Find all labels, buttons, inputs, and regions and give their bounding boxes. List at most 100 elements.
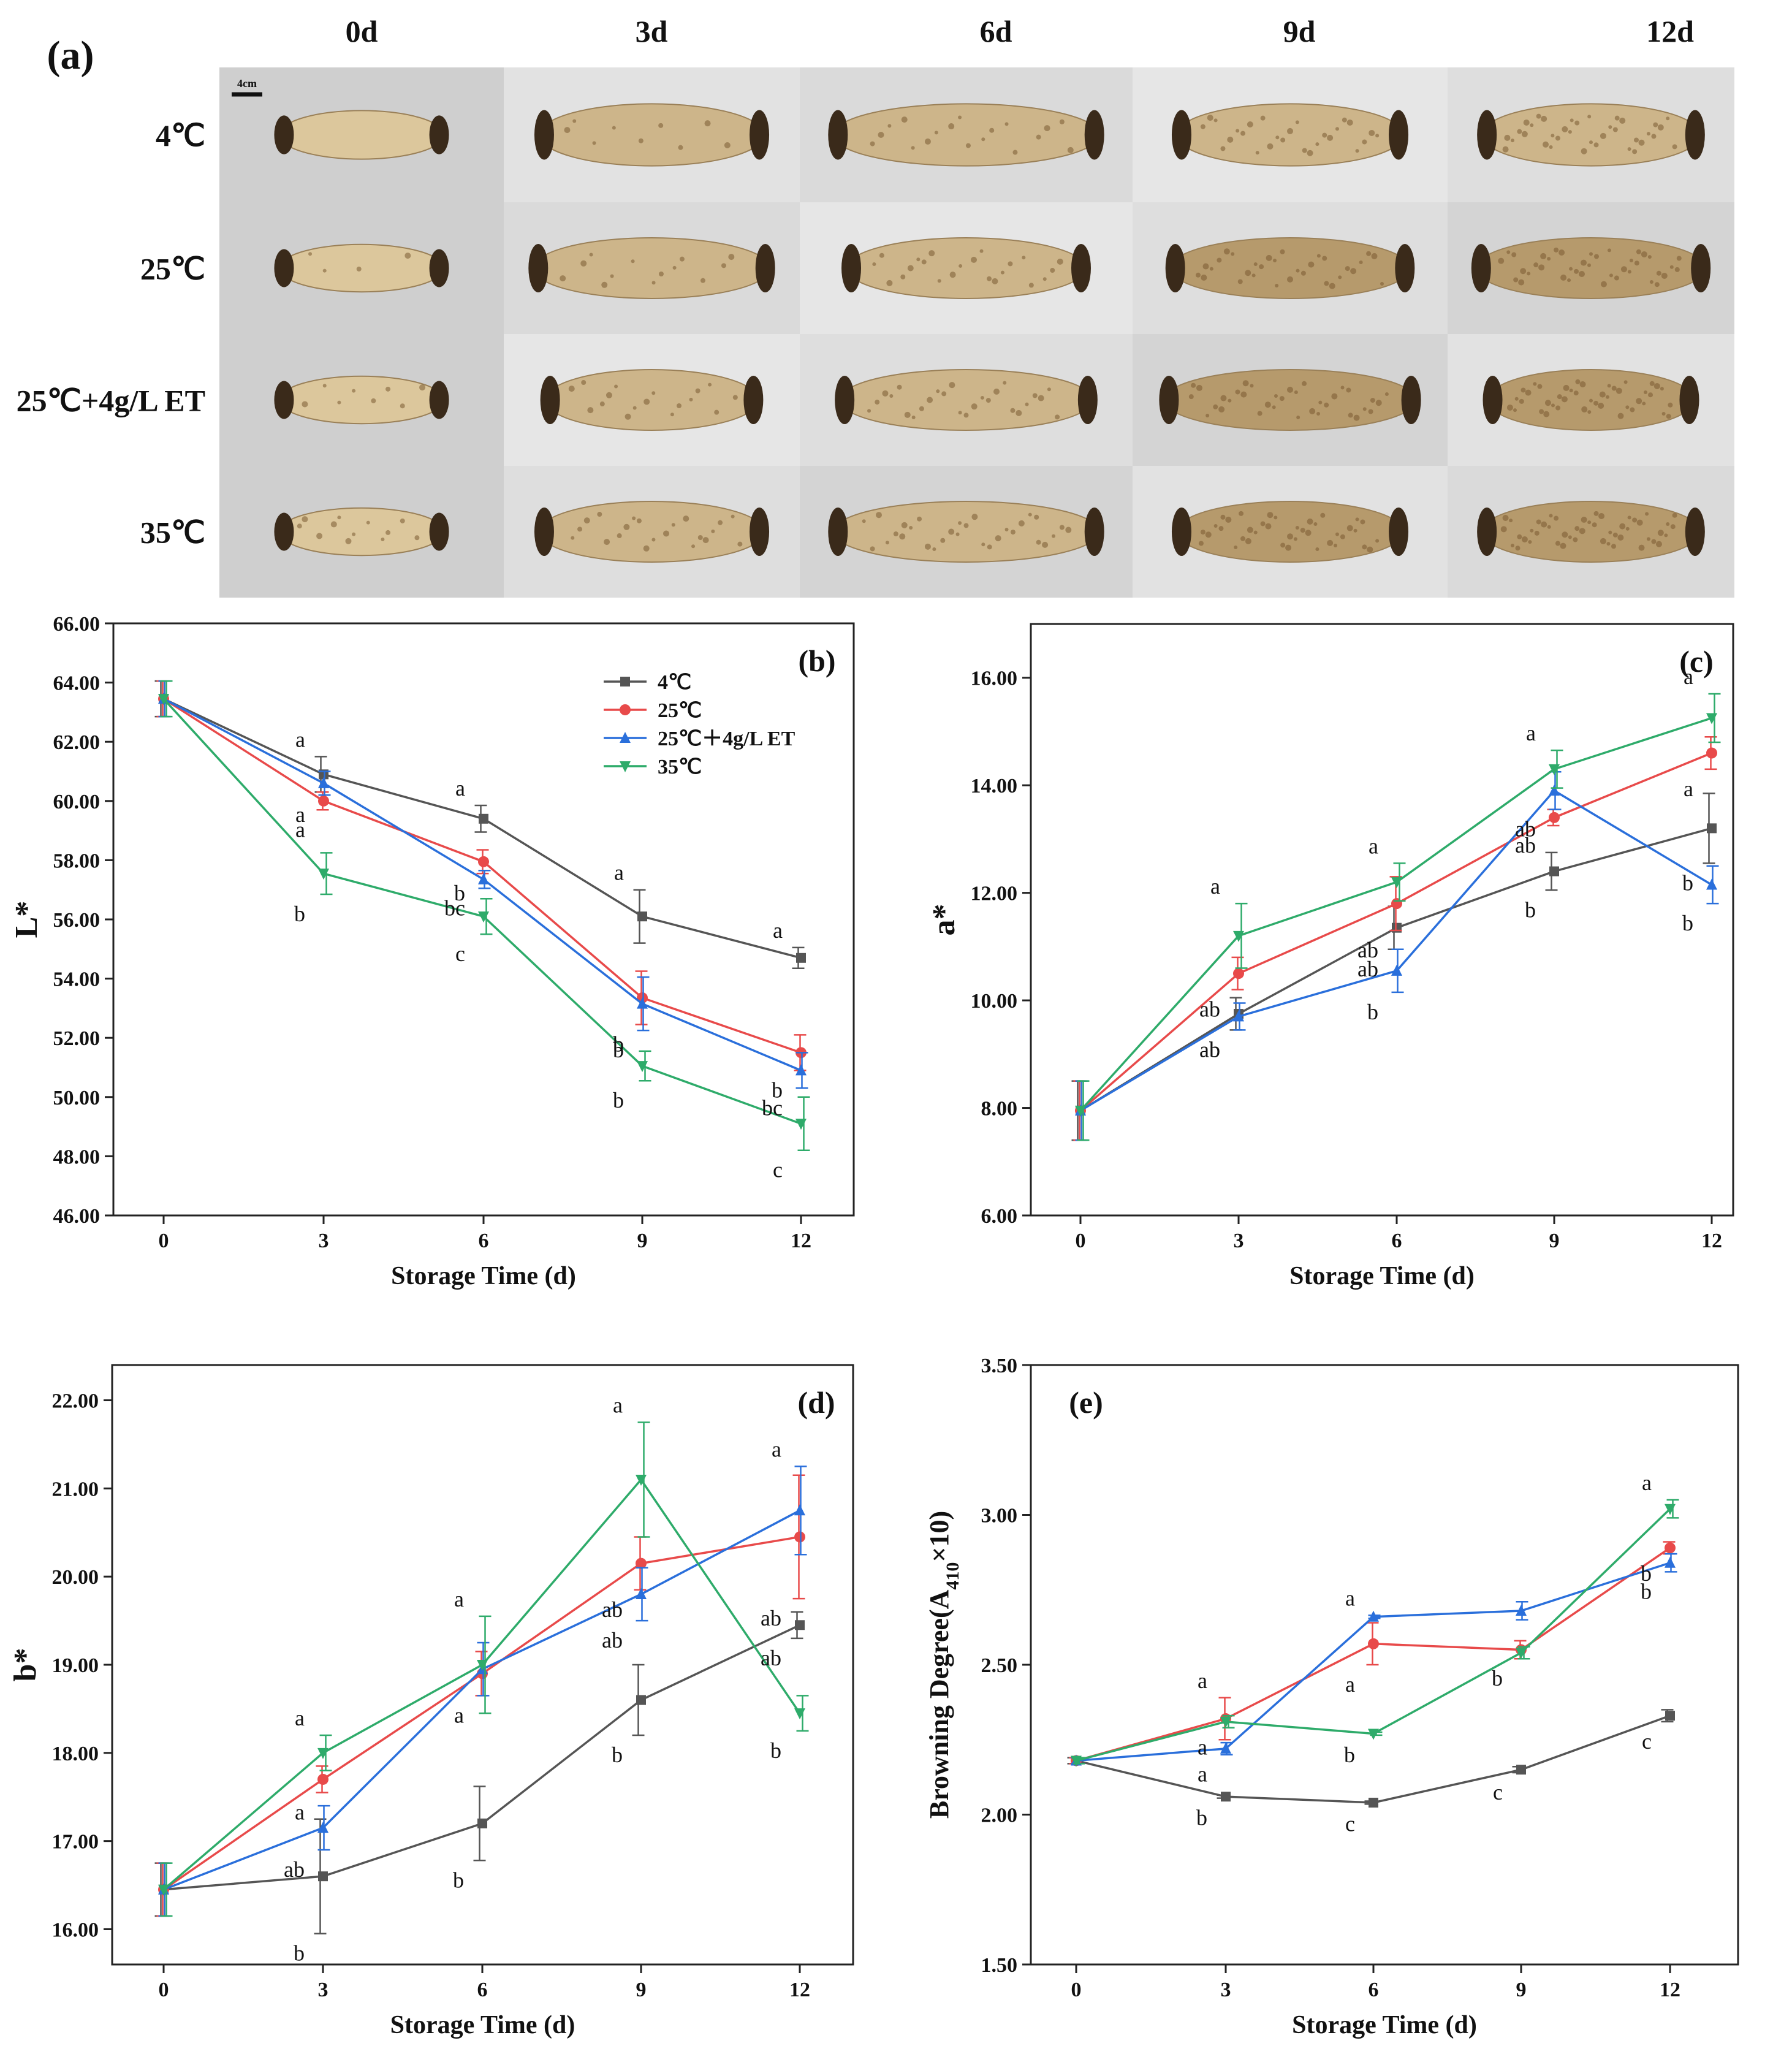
browning-spot xyxy=(955,532,960,536)
significance-letter: b xyxy=(1492,1666,1503,1690)
significance-letter: a xyxy=(295,1800,305,1825)
browning-spot xyxy=(577,527,583,532)
browning-spot xyxy=(949,272,956,278)
browning-spot xyxy=(1025,402,1029,406)
data-point xyxy=(318,869,329,880)
browning-spot xyxy=(1050,268,1055,273)
browning-spot xyxy=(1217,257,1222,263)
browning-spot xyxy=(1265,523,1272,530)
browning-spot xyxy=(1574,120,1580,126)
browning-spot xyxy=(1010,530,1016,535)
root-node xyxy=(540,375,560,425)
browning-spot xyxy=(1666,116,1670,121)
browning-spot xyxy=(1573,537,1578,542)
series-0 xyxy=(1071,793,1717,1141)
data-point xyxy=(794,1708,805,1720)
treatment-label: 25℃ xyxy=(140,252,205,286)
data-point xyxy=(1707,823,1717,834)
browning-spot xyxy=(1510,544,1514,548)
data-point xyxy=(477,1660,488,1671)
data-point xyxy=(1368,1610,1379,1622)
significance-letter: ab xyxy=(1199,997,1220,1022)
data-point xyxy=(1391,964,1402,976)
significance-letter: b xyxy=(294,1941,305,1966)
browning-spot xyxy=(959,264,963,268)
browning-spot xyxy=(1322,132,1327,138)
browning-spot xyxy=(958,411,962,415)
browning-spot xyxy=(1315,547,1319,551)
root-node xyxy=(1477,507,1497,557)
y-tick-label: 18.00 xyxy=(52,1743,99,1765)
browning-spot xyxy=(1195,272,1201,278)
y-tick-label: 2.50 xyxy=(981,1654,1018,1677)
browning-spot xyxy=(1293,537,1297,541)
browning-spot xyxy=(1587,410,1592,414)
browning-spot xyxy=(658,123,664,128)
browning-spot xyxy=(1220,514,1226,520)
data-point xyxy=(477,1818,487,1828)
browning-spot xyxy=(1533,382,1537,386)
browning-spot xyxy=(1242,380,1249,387)
data-point xyxy=(636,1557,647,1569)
browning-spot xyxy=(1250,384,1254,388)
browning-spot xyxy=(1523,119,1530,126)
panel-label: (d) xyxy=(797,1385,835,1420)
root-node xyxy=(1685,507,1705,557)
browning-spot xyxy=(1555,135,1560,141)
browning-spot xyxy=(1057,258,1063,265)
browning-spot xyxy=(658,271,664,276)
browning-spot xyxy=(1240,536,1246,541)
browning-spot xyxy=(1672,512,1677,518)
browning-spot xyxy=(870,141,875,146)
x-tick-label: 6 xyxy=(477,1979,488,2001)
root-node xyxy=(1084,507,1104,557)
browning-spot xyxy=(1614,275,1619,281)
data-point xyxy=(794,1504,805,1516)
browning-spot xyxy=(875,400,880,405)
browning-spot xyxy=(1028,283,1034,288)
browning-spot xyxy=(1032,393,1038,398)
browning-spot xyxy=(1198,541,1204,546)
data-point xyxy=(1549,866,1559,877)
browning-spot xyxy=(1581,406,1588,413)
browning-spot xyxy=(911,146,915,150)
browning-spot xyxy=(366,520,370,525)
lotus-root-body xyxy=(278,375,445,425)
lotus-root-body xyxy=(1175,501,1405,563)
lotus-root-photo xyxy=(219,466,504,598)
browning-spot xyxy=(1655,541,1662,547)
browning-spot xyxy=(1294,390,1298,395)
browning-spot xyxy=(1235,389,1240,395)
browning-spot xyxy=(1615,387,1622,394)
browning-spot xyxy=(1196,384,1202,391)
browning-spot xyxy=(587,407,594,414)
browning-spot xyxy=(1340,534,1345,539)
browning-spot xyxy=(1239,511,1244,516)
browning-spot xyxy=(878,132,884,138)
browning-spot xyxy=(1275,135,1280,140)
browning-spot xyxy=(924,138,931,145)
browning-spot xyxy=(1619,523,1626,530)
browning-spot xyxy=(1205,414,1210,418)
browning-spot xyxy=(916,257,921,262)
lotus-root-photo xyxy=(1133,466,1448,598)
lotus-root-photo xyxy=(504,202,800,334)
browning-spot xyxy=(1669,265,1674,269)
browning-spot xyxy=(1541,115,1547,122)
browning-spot xyxy=(1651,134,1657,139)
data-point xyxy=(1665,1542,1676,1554)
browning-spot xyxy=(1530,123,1534,127)
browning-spot xyxy=(885,541,889,545)
significance-letter: ab xyxy=(1357,938,1378,962)
browning-spot xyxy=(1554,515,1559,521)
browning-spot xyxy=(1369,129,1375,136)
y-tick-label: 66.00 xyxy=(53,613,101,636)
legend-entry: 25℃ xyxy=(658,699,702,722)
browning-spot xyxy=(316,533,323,539)
browning-spot xyxy=(1617,413,1624,419)
y-tick-label: 3.00 xyxy=(981,1505,1018,1527)
browning-spot xyxy=(1279,396,1285,401)
significance-letter: bc xyxy=(444,896,465,920)
browning-spot xyxy=(1607,248,1611,253)
browning-spot xyxy=(1521,536,1528,542)
